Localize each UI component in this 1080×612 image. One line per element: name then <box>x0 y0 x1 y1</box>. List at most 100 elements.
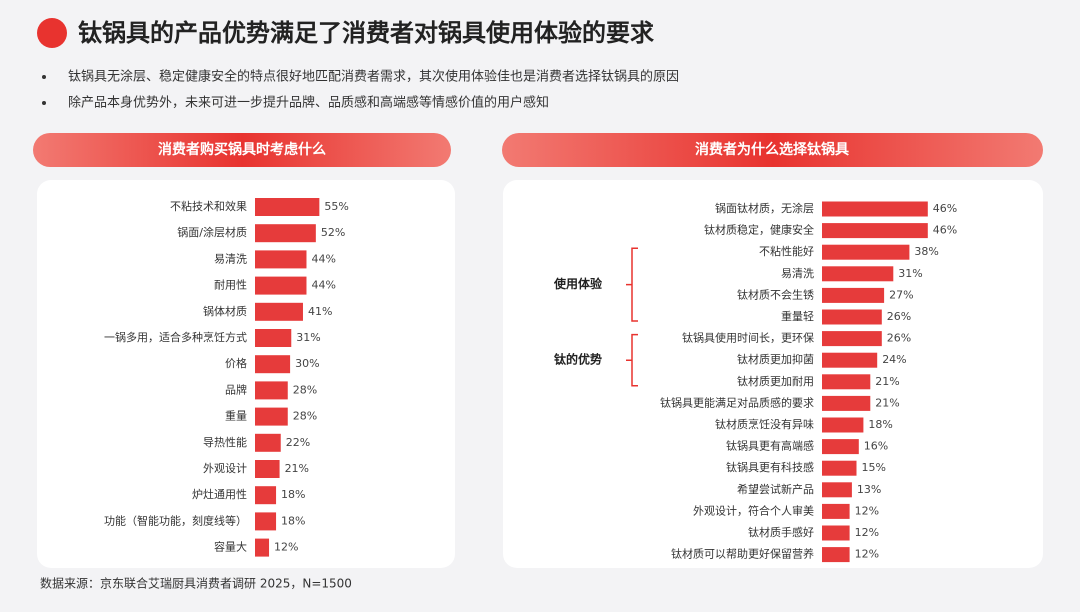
category-label: 炉灶通用性 <box>192 487 247 501</box>
bar <box>822 395 871 411</box>
category-label: 外观设计 <box>203 462 247 475</box>
category-label: 钛锅具更有高端感 <box>726 439 814 453</box>
value-label: 15% <box>862 461 886 474</box>
value-label: 27% <box>889 288 913 301</box>
value-label: 26% <box>887 310 911 323</box>
bar <box>255 250 307 269</box>
bar <box>822 439 859 455</box>
bullet-dot <box>42 101 46 105</box>
value-label: 46% <box>933 202 957 215</box>
category-label: 导热性能 <box>203 435 247 449</box>
bar <box>255 460 280 478</box>
bar <box>822 503 850 519</box>
title-dot <box>37 18 67 48</box>
value-label: 24% <box>882 353 906 366</box>
bullet: 除产品本身优势外，未来可进一步提升品牌、品质感和高端感等情感价值的用户感知 <box>68 95 549 111</box>
category-label: 功能（智能功能，刻度线等） <box>104 513 247 527</box>
title: 钛锅具的产品优势满足了消费者对锅具使用体验的要求 <box>78 19 654 47</box>
bar <box>822 287 885 303</box>
category-label: 易清洗 <box>214 252 247 265</box>
value-label: 21% <box>875 396 899 409</box>
category-label: 钛锅具更有科技感 <box>726 460 814 474</box>
group-label: 钛的优势 <box>554 352 602 367</box>
bar <box>255 276 307 295</box>
group-bracket <box>626 333 638 387</box>
value-label: 41% <box>308 305 332 318</box>
value-label: 44% <box>311 252 335 265</box>
chart-title: 消费者为什么选择钛锅具 <box>695 141 849 158</box>
value-label: 13% <box>857 483 881 496</box>
bar <box>822 266 894 282</box>
bar <box>822 244 910 260</box>
bar <box>822 374 871 390</box>
value-label: 18% <box>868 418 892 431</box>
value-label: 26% <box>887 332 911 345</box>
category-label: 容量大 <box>214 540 247 554</box>
panel-header <box>502 133 1043 167</box>
bar <box>822 547 850 563</box>
value-label: 12% <box>855 548 879 561</box>
bar <box>255 538 270 557</box>
category-label: 价格 <box>225 356 247 370</box>
bar <box>255 302 303 321</box>
category-label: 钛材质可以帮助更好保留营养 <box>671 547 814 561</box>
value-label: 52% <box>321 226 345 239</box>
category-label: 钛材质更加耐用 <box>737 374 814 388</box>
bar <box>822 417 864 433</box>
bar <box>822 309 882 325</box>
value-label: 55% <box>324 200 348 213</box>
group-label: 使用体验 <box>553 276 603 291</box>
category-label: 不粘技术和效果 <box>170 199 247 213</box>
bullet-dot <box>42 75 46 79</box>
bar <box>822 352 878 368</box>
bar <box>822 525 850 541</box>
group-bracket <box>626 247 638 322</box>
bar <box>255 224 316 243</box>
value-label: 21% <box>875 375 899 388</box>
category-label: 锅体材质 <box>203 304 247 318</box>
bar <box>822 460 857 476</box>
category-label: 希望尝试新产品 <box>737 482 814 496</box>
panel <box>503 180 1043 568</box>
category-label: 外观设计，符合个人审美 <box>693 503 814 517</box>
bar <box>255 198 320 216</box>
value-label: 12% <box>855 504 879 517</box>
value-label: 18% <box>281 514 305 527</box>
category-label: 一锅多用，适合多种烹饪方式 <box>104 330 247 344</box>
value-label: 22% <box>286 436 310 449</box>
category-label: 钛材质更加抑菌 <box>737 352 814 366</box>
panel <box>37 180 455 568</box>
category-label: 易清洗 <box>781 267 814 280</box>
category-label: 锅面/涂层材质 <box>177 225 247 239</box>
bar <box>255 433 281 452</box>
value-label: 31% <box>296 331 320 344</box>
bullet: 钛锅具无涂层、稳定健康安全的特点很好地匹配消费者需求，其次使用体验佳也是消费者选… <box>68 69 679 85</box>
category-label: 钛材质烹饪没有异味 <box>715 417 814 431</box>
bar <box>255 407 288 426</box>
bar <box>822 482 852 498</box>
value-label: 16% <box>864 440 888 453</box>
value-label: 28% <box>293 383 317 396</box>
bar <box>255 486 277 505</box>
value-label: 12% <box>855 526 879 539</box>
value-label: 31% <box>898 267 922 280</box>
bar <box>822 201 928 217</box>
category-label: 钛材质稳定，健康安全 <box>704 223 814 237</box>
value-label: 38% <box>914 245 938 258</box>
bar <box>822 331 882 347</box>
category-label: 钛锅具更能满足对品质感的要求 <box>660 395 814 409</box>
category-label: 钛材质手感好 <box>748 525 814 539</box>
chart-title: 消费者购买锅具时考虑什么 <box>158 141 326 158</box>
bar <box>822 223 928 239</box>
category-label: 钛锅具使用时间长，更环保 <box>682 331 814 345</box>
bar <box>255 381 288 400</box>
category-label: 不粘性能好 <box>759 244 814 258</box>
value-label: 28% <box>293 410 317 423</box>
category-label: 重量 <box>225 409 247 423</box>
value-label: 44% <box>311 279 335 292</box>
category-label: 锅面钛材质，无涂层 <box>715 201 814 215</box>
value-label: 21% <box>285 462 309 475</box>
category-label: 耐用性 <box>214 278 247 292</box>
value-label: 18% <box>281 488 305 501</box>
